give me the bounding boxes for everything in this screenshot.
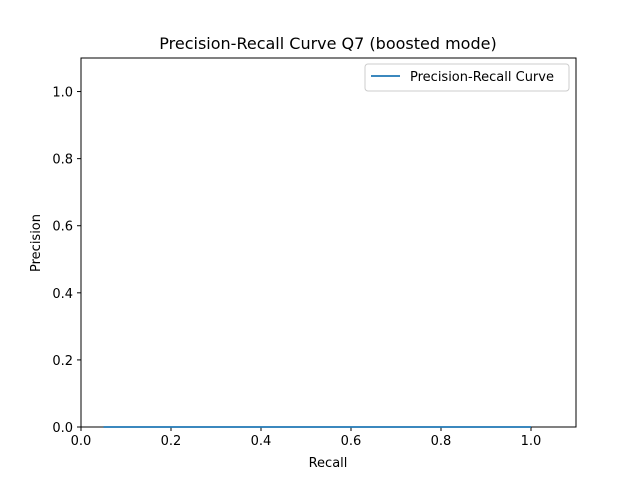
y-tick-label: 0.8 — [52, 153, 73, 168]
y-tick-label: 0.6 — [52, 220, 73, 235]
legend: Precision-Recall Curve — [365, 64, 569, 91]
x-axis: 0.0 0.2 0.4 0.6 0.8 1.0 — [71, 427, 542, 449]
x-tick-label: 0.2 — [161, 434, 182, 449]
plot-area — [81, 58, 576, 427]
y-axis-label: Precision — [29, 214, 44, 272]
y-tick-label: 0.0 — [52, 421, 73, 436]
y-axis: 0.0 0.2 0.4 0.6 0.8 1.0 — [52, 86, 81, 436]
x-tick-label: 0.8 — [431, 434, 452, 449]
x-tick-label: 0.0 — [71, 434, 92, 449]
x-tick-label: 0.4 — [251, 434, 272, 449]
y-tick-label: 1.0 — [52, 86, 73, 101]
y-tick-label: 0.4 — [52, 287, 73, 302]
x-tick-label: 1.0 — [521, 434, 542, 449]
x-tick-label: 0.6 — [341, 434, 362, 449]
y-tick-label: 0.2 — [52, 354, 73, 369]
legend-entry-label: Precision-Recall Curve — [410, 70, 554, 85]
chart-title: Precision-Recall Curve Q7 (boosted mode) — [159, 34, 496, 53]
x-axis-label: Recall — [309, 456, 348, 471]
